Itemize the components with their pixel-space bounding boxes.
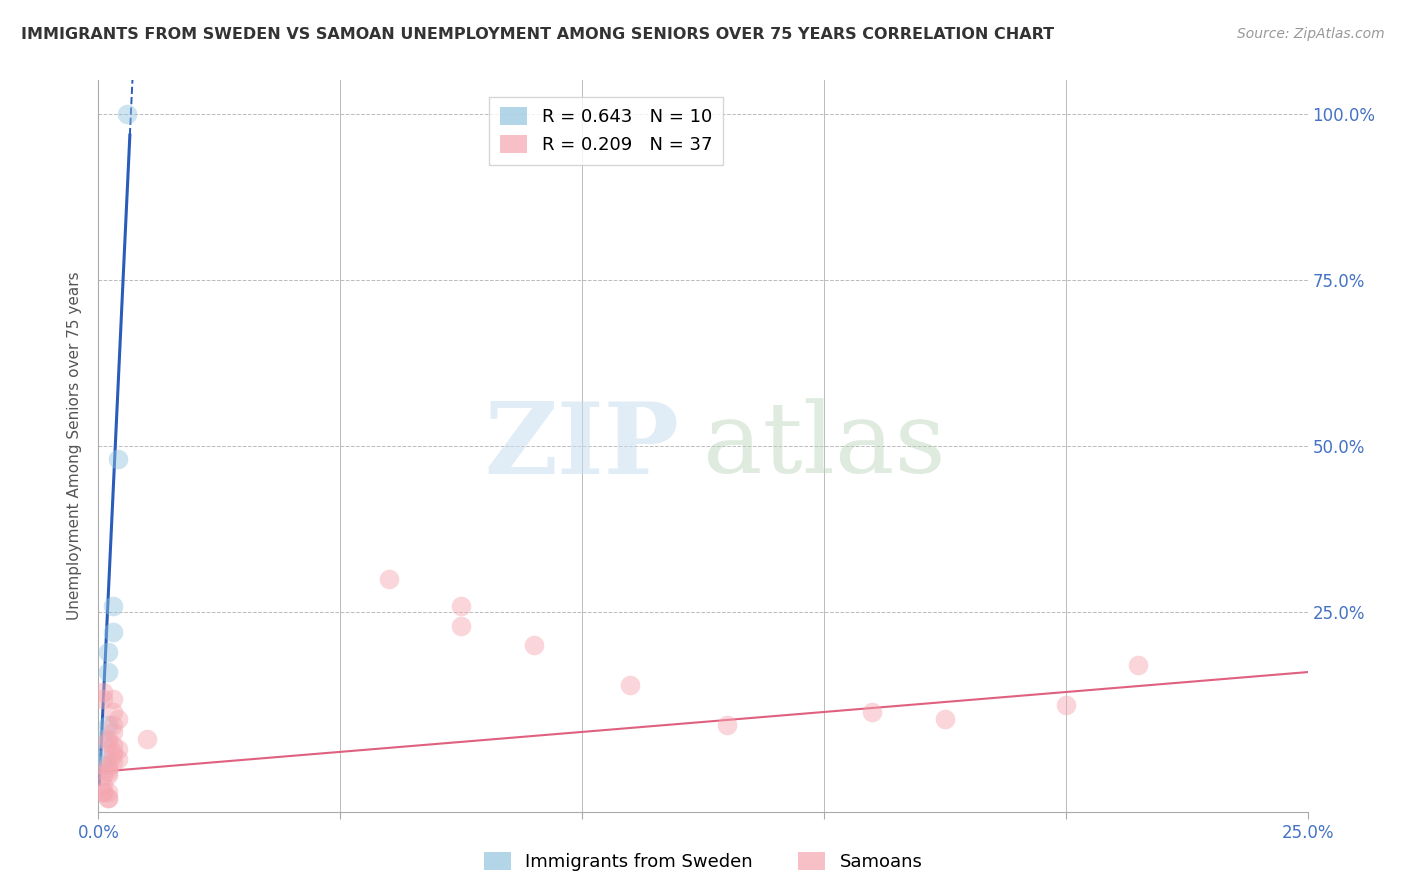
Point (97, 764, 120, 779)
Point (450, 618, 472, 632)
Point (107, 751, 129, 765)
Point (91, 778, 114, 792)
Text: Source: ZipAtlas.com: Source: ZipAtlas.com (1237, 27, 1385, 41)
Point (97, 735, 120, 749)
Point (91, 785, 114, 799)
Point (97, 762, 120, 776)
Point (97, 768, 120, 782)
Point (523, 639, 546, 653)
Point (101, 718, 124, 732)
Text: ZIP: ZIP (484, 398, 679, 494)
Point (91, 751, 114, 765)
Point (91, 691, 114, 706)
Point (716, 718, 738, 732)
Point (97, 791, 120, 805)
Point (450, 599, 472, 613)
Point (97, 785, 120, 799)
Point (1054, 698, 1077, 713)
Point (97, 645, 120, 659)
Legend: Immigrants from Sweden, Samoans: Immigrants from Sweden, Samoans (477, 846, 929, 879)
Point (107, 741, 129, 756)
Point (97, 791, 120, 805)
Point (97, 758, 120, 772)
Point (377, 572, 399, 586)
Point (91, 685, 114, 699)
Point (101, 599, 124, 613)
Point (860, 705, 883, 719)
Point (117, 106, 139, 120)
Point (101, 748, 124, 763)
Point (101, 725, 124, 739)
Legend: R = 0.643   N = 10, R = 0.209   N = 37: R = 0.643 N = 10, R = 0.209 N = 37 (489, 96, 723, 165)
Point (91, 731, 114, 746)
Text: atlas: atlas (703, 398, 946, 494)
Point (101, 705, 124, 719)
Point (101, 745, 124, 759)
Point (135, 731, 157, 746)
Point (97, 665, 120, 679)
Point (1128, 658, 1150, 673)
Point (934, 712, 956, 726)
Point (101, 738, 124, 752)
Point (101, 691, 124, 706)
Point (107, 452, 129, 467)
Y-axis label: Unemployment Among Seniors over 75 years: Unemployment Among Seniors over 75 years (67, 272, 83, 620)
Point (97, 731, 120, 746)
Point (101, 625, 124, 640)
Point (91, 785, 114, 799)
Point (619, 678, 641, 692)
Text: IMMIGRANTS FROM SWEDEN VS SAMOAN UNEMPLOYMENT AMONG SENIORS OVER 75 YEARS CORREL: IMMIGRANTS FROM SWEDEN VS SAMOAN UNEMPLO… (21, 27, 1054, 42)
Point (101, 755, 124, 769)
Point (97, 718, 120, 732)
Point (91, 758, 114, 772)
Point (107, 712, 129, 726)
Point (91, 768, 114, 782)
